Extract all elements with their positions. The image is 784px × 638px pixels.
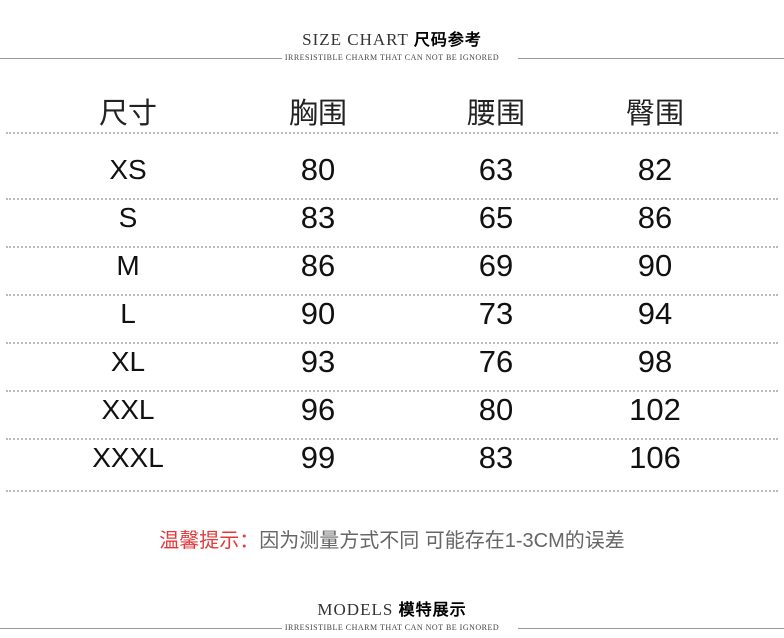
divider xyxy=(0,58,282,59)
row-divider xyxy=(6,198,778,200)
title-en: SIZE CHART xyxy=(302,30,409,49)
table-row: L 90 73 94 xyxy=(0,296,784,336)
table-row: XL 93 76 98 xyxy=(0,344,784,384)
measurement-cell: 96 xyxy=(300,392,336,427)
measurement-cell: 90 xyxy=(300,296,336,331)
row-divider xyxy=(6,390,778,392)
measurement-cell: 90 xyxy=(637,248,673,283)
table-row: XS 80 63 82 xyxy=(0,152,784,192)
divider xyxy=(518,628,784,629)
measurement-cell: 65 xyxy=(478,200,514,235)
size-cell: XXL xyxy=(101,394,155,425)
measurement-cell: 98 xyxy=(637,344,673,379)
models-title-en: MODELS xyxy=(317,600,394,619)
table-row: XXL 96 80 102 xyxy=(0,392,784,432)
divider xyxy=(518,58,784,59)
subtitle: IRRESISTIBLE CHARM THAT CAN NOT BE IGNOR… xyxy=(284,53,500,62)
size-chart-title: SIZE CHART 尺码参考 xyxy=(0,26,784,50)
size-cell: L xyxy=(120,298,136,329)
row-divider xyxy=(6,132,778,134)
size-cell: S xyxy=(118,202,138,233)
measurement-cell: 76 xyxy=(478,344,514,379)
note-label: 温馨提示： xyxy=(159,530,260,552)
measurement-cell: 86 xyxy=(300,248,336,283)
table-row: XXXL 99 83 106 xyxy=(0,440,784,480)
measurement-cell: 83 xyxy=(300,200,336,235)
row-divider xyxy=(6,342,778,344)
title-cn: 尺码参考 xyxy=(413,32,482,49)
row-divider xyxy=(6,246,778,248)
size-cell: XXXL xyxy=(92,442,164,473)
measurement-note: 温馨提示：因为测量方式不同 可能存在1-3CM的误差 xyxy=(0,524,784,553)
note-text: 因为测量方式不同 可能存在1-3CM的误差 xyxy=(259,530,625,552)
column-header: 胸围 xyxy=(288,98,347,130)
table-row: S 83 65 86 xyxy=(0,200,784,240)
measurement-cell: 83 xyxy=(478,440,514,475)
measurement-cell: 93 xyxy=(300,344,336,379)
measurement-cell: 80 xyxy=(300,152,336,187)
measurement-cell: 99 xyxy=(300,440,336,475)
column-header: 腰围 xyxy=(466,98,525,130)
footer-subtitle: IRRESISTIBLE CHARM THAT CAN NOT BE IGNOR… xyxy=(284,623,500,632)
measurement-cell: 73 xyxy=(478,296,514,331)
measurement-cell: 63 xyxy=(478,152,514,187)
row-divider xyxy=(6,490,778,492)
measurement-cell: 86 xyxy=(637,200,673,235)
size-cell: XS xyxy=(109,154,147,185)
table-row: M 86 69 90 xyxy=(0,248,784,288)
measurement-cell: 102 xyxy=(629,392,681,427)
divider xyxy=(0,628,282,629)
measurement-cell: 94 xyxy=(637,296,673,331)
column-header: 尺寸 xyxy=(98,98,157,130)
measurement-cell: 80 xyxy=(478,392,514,427)
models-title-cn: 模特展示 xyxy=(398,602,467,619)
models-title: MODELS 模特展示 xyxy=(0,596,784,620)
measurement-cell: 82 xyxy=(637,152,673,187)
row-divider xyxy=(6,438,778,440)
row-divider xyxy=(6,294,778,296)
measurement-cell: 69 xyxy=(478,248,514,283)
size-cell: M xyxy=(116,250,140,281)
size-cell: XL xyxy=(110,346,146,377)
table-header: 尺寸 胸围 腰围 臀围 xyxy=(0,90,784,130)
measurement-cell: 106 xyxy=(629,440,681,475)
column-header: 臀围 xyxy=(625,98,684,130)
